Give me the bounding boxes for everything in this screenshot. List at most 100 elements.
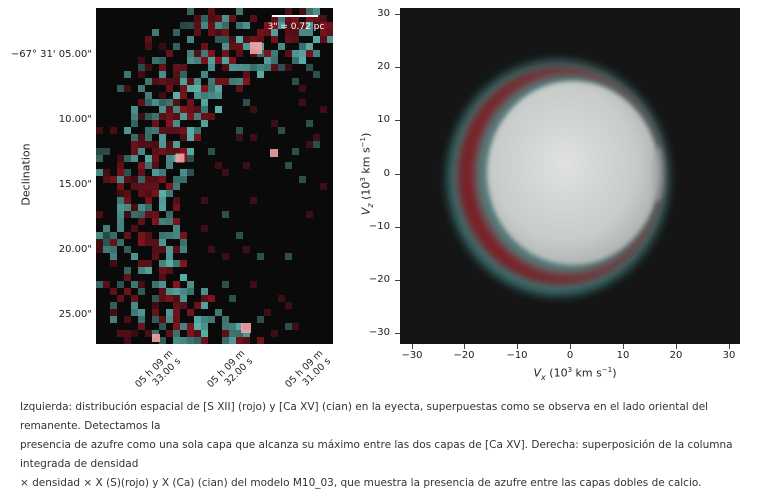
emission-pixel — [152, 302, 159, 309]
emission-pixel — [215, 15, 222, 22]
emission-pixel — [159, 323, 166, 330]
emission-pixel — [215, 162, 222, 169]
caption-line-2: presencia de azufre como una sola capa q… — [20, 439, 733, 470]
emission-pixel — [222, 36, 229, 43]
emission-pixel — [152, 246, 159, 253]
emission-pixel — [236, 134, 243, 141]
emission-pixel — [110, 316, 117, 323]
emission-pixel — [159, 197, 166, 204]
emission-pixel — [208, 15, 215, 22]
emission-pixel — [271, 50, 278, 57]
emission-pixel — [180, 92, 187, 99]
emission-pixel — [173, 78, 180, 85]
y-tick-5: −20 — [368, 274, 390, 285]
emission-pixel — [96, 148, 103, 155]
emission-pixel — [124, 246, 131, 253]
emission-pixel — [299, 22, 306, 29]
emission-pixel — [173, 316, 180, 323]
emission-pixel — [271, 330, 278, 337]
emission-pixel — [278, 295, 285, 302]
emission-pixel — [117, 225, 124, 232]
emission-pixel — [117, 295, 124, 302]
emission-pixel — [166, 330, 173, 337]
emission-pixel — [278, 127, 285, 134]
emission-pixel — [145, 204, 152, 211]
emission-pixel — [208, 29, 215, 36]
emission-pixel — [166, 309, 173, 316]
emission-pixel — [138, 113, 145, 120]
emission-pixel — [187, 288, 194, 295]
emission-pixel — [180, 246, 187, 253]
emission-pixel — [131, 176, 138, 183]
ra-tick-2: 05 h 09 m 31.00 s — [284, 348, 334, 398]
emission-pixel — [292, 29, 299, 36]
emission-pixel — [229, 295, 236, 302]
x-tick-0: −30 — [401, 350, 423, 361]
emission-pixel — [271, 64, 278, 71]
emission-pixel — [236, 36, 243, 43]
emission-pixel — [173, 246, 180, 253]
emission-pixel — [159, 64, 166, 71]
dec-tick-4: 25.00" — [58, 309, 92, 320]
emission-pixel — [145, 176, 152, 183]
y-tick-3: 0 — [383, 168, 390, 179]
emission-pixel — [166, 218, 173, 225]
emission-pixel — [229, 78, 236, 85]
emission-pixel — [201, 316, 208, 323]
emission-pixel — [243, 78, 250, 85]
emission-pixel — [208, 50, 215, 57]
emission-pixel — [124, 211, 131, 218]
emission-pixel — [131, 295, 138, 302]
emission-pixel — [145, 211, 152, 218]
emission-pixel — [313, 36, 320, 43]
emission-pixel — [201, 197, 208, 204]
y-label-sub: z — [365, 203, 375, 208]
emission-pixel — [285, 29, 292, 36]
emission-pixel — [222, 64, 229, 71]
emission-pixel — [131, 330, 138, 337]
emission-pixel — [180, 134, 187, 141]
emission-pixel — [187, 50, 194, 57]
emission-pixel — [201, 337, 208, 344]
emission-pixel — [180, 71, 187, 78]
emission-pixel — [145, 162, 152, 169]
emission-pixel — [229, 43, 236, 50]
emission-pixel — [173, 288, 180, 295]
emission-pixel — [131, 183, 138, 190]
emission-pixel — [194, 316, 201, 323]
emission-pixel — [208, 295, 215, 302]
emission-pixel — [180, 127, 187, 134]
emission-pixel — [138, 288, 145, 295]
emission-pixel — [152, 148, 159, 155]
emission-pixel — [145, 141, 152, 148]
right-panel-plot — [400, 8, 740, 344]
right-y-ticks — [394, 8, 400, 344]
emission-pixel — [243, 43, 250, 50]
emission-pixel — [236, 22, 243, 29]
emission-pixel — [124, 232, 131, 239]
emission-pixel — [166, 155, 173, 162]
emission-pixel — [173, 71, 180, 78]
emission-pixel — [159, 239, 166, 246]
emission-pixel — [173, 337, 180, 344]
emission-pixel — [166, 267, 173, 274]
emission-pixel — [187, 22, 194, 29]
emission-pixel — [306, 64, 313, 71]
emission-pixel — [208, 85, 215, 92]
emission-pixel — [257, 253, 264, 260]
dec-tick-2: 15.00" — [58, 179, 92, 190]
emission-pixel — [152, 218, 159, 225]
emission-pixel — [313, 22, 320, 29]
ra-tick-0: 05 h 09 m 33.00 s — [134, 348, 184, 398]
emission-pixel — [180, 106, 187, 113]
emission-pixel — [145, 190, 152, 197]
emission-pixel — [320, 106, 327, 113]
emission-pixel — [110, 127, 117, 134]
emission-pixel — [222, 169, 229, 176]
emission-pixel — [222, 211, 229, 218]
emission-pixel — [201, 323, 208, 330]
dec-tick-0: −67° 31' 05.00" — [10, 49, 92, 60]
emission-pixel — [166, 148, 173, 155]
emission-pixel — [145, 134, 152, 141]
emission-pixel — [138, 64, 145, 71]
